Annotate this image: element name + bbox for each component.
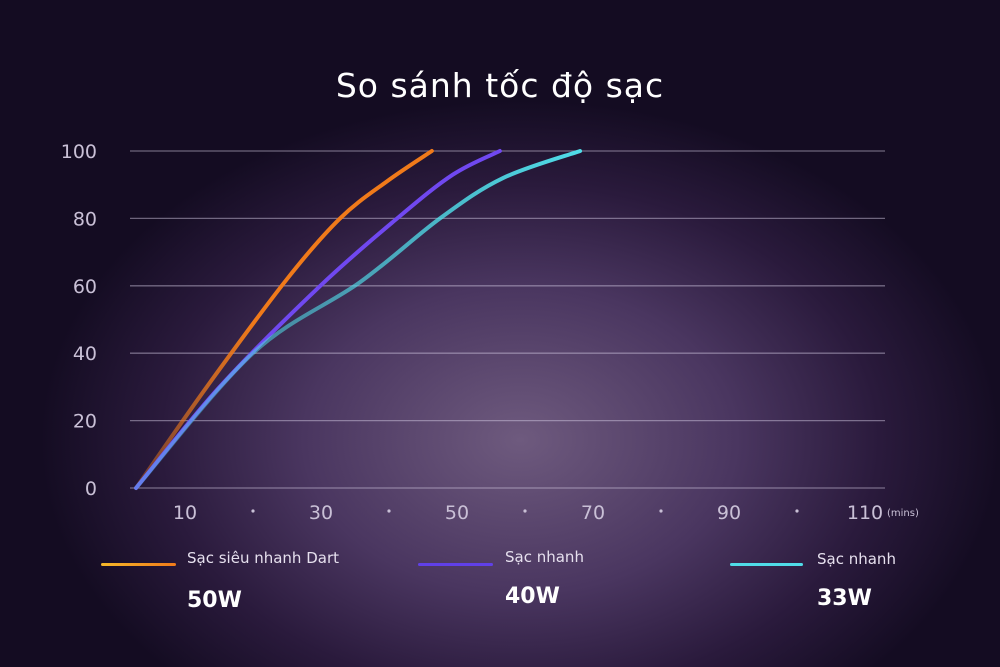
x-tick-label: 10 — [173, 502, 197, 524]
legend-label-dart: Sạc siêu nhanh Dart — [187, 549, 339, 567]
x-minor-dot — [251, 509, 255, 513]
y-tick-label: 0 — [85, 478, 97, 500]
x-tick-label: 110 — [847, 502, 883, 524]
x-minor-dot — [387, 509, 391, 513]
legend-label-33w: Sạc nhanh — [817, 550, 896, 568]
legend-line-40w — [418, 563, 493, 566]
y-tick-label: 60 — [73, 276, 97, 298]
x-tick-label: 50 — [445, 502, 469, 524]
legend-label-40w: Sạc nhanh — [505, 548, 584, 566]
x-minor-dot — [659, 509, 663, 513]
series-line-50w — [134, 149, 434, 490]
x-tick-label: 30 — [309, 502, 333, 524]
y-tick-label: 40 — [73, 343, 97, 365]
x-tick-label: 70 — [581, 502, 605, 524]
series-line-40w — [134, 149, 502, 490]
legend-power-40w: 40W — [505, 584, 560, 609]
y-tick-label: 20 — [73, 411, 97, 433]
legend-line-33w — [730, 563, 803, 566]
legend-line-dart — [101, 563, 176, 566]
legend-power-33w: 33W — [817, 586, 872, 611]
x-unit-label: (mins) — [887, 508, 919, 519]
x-tick-label: 90 — [717, 502, 741, 524]
chart-title: So sánh tốc độ sạc — [335, 66, 665, 105]
legend-power-dart: 50W — [187, 588, 242, 613]
series-line-33w — [134, 149, 583, 490]
x-minor-dot — [523, 509, 527, 513]
x-minor-dot — [795, 509, 799, 513]
y-tick-label: 100 — [61, 141, 97, 163]
y-tick-label: 80 — [73, 208, 97, 230]
